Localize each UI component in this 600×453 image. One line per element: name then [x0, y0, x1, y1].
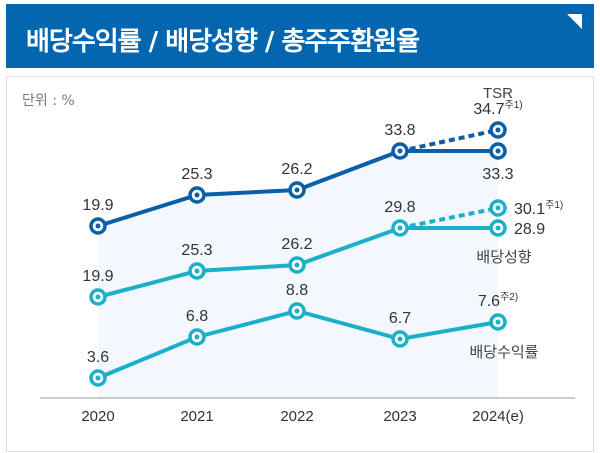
- data-label: 33.8: [384, 122, 415, 139]
- series-name-label: 배당수익률: [469, 344, 538, 361]
- corner-triangle-icon: [567, 14, 582, 29]
- data-label: 29.8: [384, 199, 415, 216]
- data-label: 26.2: [281, 236, 312, 253]
- data-label: 19.9: [82, 197, 113, 214]
- data-point-center: [194, 334, 200, 340]
- data-point-center: [495, 225, 501, 231]
- data-label: 28.9: [514, 221, 545, 238]
- data-point-center: [95, 294, 101, 300]
- data-point-center: [495, 148, 501, 154]
- data-point-center: [194, 268, 200, 274]
- series-name-label: 배당성향: [476, 249, 531, 266]
- data-point-center: [95, 223, 101, 229]
- x-tick-label: 2021: [180, 408, 213, 425]
- data-point-center: [294, 262, 300, 268]
- data-label: 19.9: [82, 268, 113, 285]
- x-tick-label: 2023: [383, 408, 416, 425]
- data-label: 26.2: [281, 161, 312, 178]
- data-point-center: [495, 127, 501, 133]
- chart-header: 배당수익률 / 배당성향 / 총주주환원율: [6, 4, 594, 68]
- chart-title: 배당수익률 / 배당성향 / 총주주환원율: [26, 27, 420, 57]
- data-point-center: [495, 319, 501, 325]
- projection-line: [399, 128, 499, 153]
- data-point-center: [194, 192, 200, 198]
- data-point-center: [397, 336, 403, 342]
- data-point-center: [397, 148, 403, 154]
- unit-label: 단위 : %: [22, 93, 75, 109]
- data-label: 7.6주2): [478, 292, 518, 310]
- footnote-mark: 주2): [500, 292, 518, 303]
- series-name-label: TSR: [483, 85, 513, 102]
- x-tick-label: 2024(e): [472, 408, 524, 425]
- data-label: 6.8: [186, 308, 208, 325]
- projection-line: [399, 206, 499, 230]
- data-point-center: [294, 308, 300, 314]
- data-label: 33.3: [482, 166, 513, 183]
- data-point-center: [495, 205, 501, 211]
- footnote-mark: 주1): [505, 100, 523, 111]
- projected-label: 34.7주1): [473, 100, 522, 118]
- data-point-center: [95, 375, 101, 381]
- projected-label: 30.1주1): [514, 200, 563, 218]
- data-label: 6.7: [389, 310, 411, 327]
- x-tick-label: 2022: [280, 408, 313, 425]
- data-point-center: [397, 225, 403, 231]
- data-point-center: [294, 187, 300, 193]
- footnote-mark: 주1): [545, 200, 563, 211]
- data-label: 3.6: [87, 349, 109, 366]
- x-tick-label: 2020: [81, 408, 114, 425]
- data-label: 25.3: [181, 242, 212, 259]
- data-label: 8.8: [286, 282, 308, 299]
- data-label: 25.3: [181, 166, 212, 183]
